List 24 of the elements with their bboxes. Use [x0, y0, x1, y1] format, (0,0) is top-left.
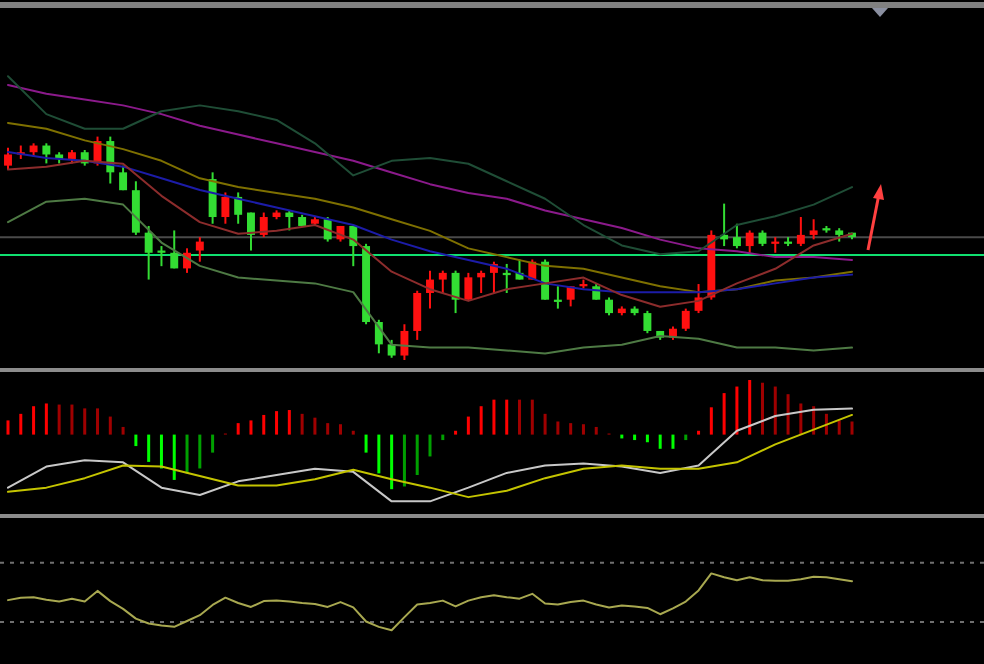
candlestick: [438, 269, 447, 294]
candlestick: [732, 222, 741, 250]
candlestick: [42, 142, 51, 165]
candlestick: [221, 191, 230, 225]
candlestick: [131, 180, 140, 236]
candlestick: [195, 236, 204, 263]
candlestick: [247, 211, 255, 252]
candlestick: [745, 229, 754, 254]
candlestick: [208, 171, 217, 225]
candlestick: [477, 269, 486, 294]
candlestick: [119, 164, 128, 192]
candlestick: [400, 323, 409, 361]
candlestick: [451, 269, 460, 315]
candlestick: [643, 309, 652, 335]
candlestick: [285, 209, 294, 232]
candlestick: [259, 211, 268, 239]
candlestick: [413, 289, 422, 341]
candlestick: [796, 216, 805, 248]
candlestick: [4, 146, 12, 172]
candlestick: [681, 307, 690, 332]
candlestick: [464, 271, 473, 301]
candlestick: [170, 229, 179, 270]
candlestick: [144, 224, 153, 281]
candlestick: [809, 218, 818, 241]
